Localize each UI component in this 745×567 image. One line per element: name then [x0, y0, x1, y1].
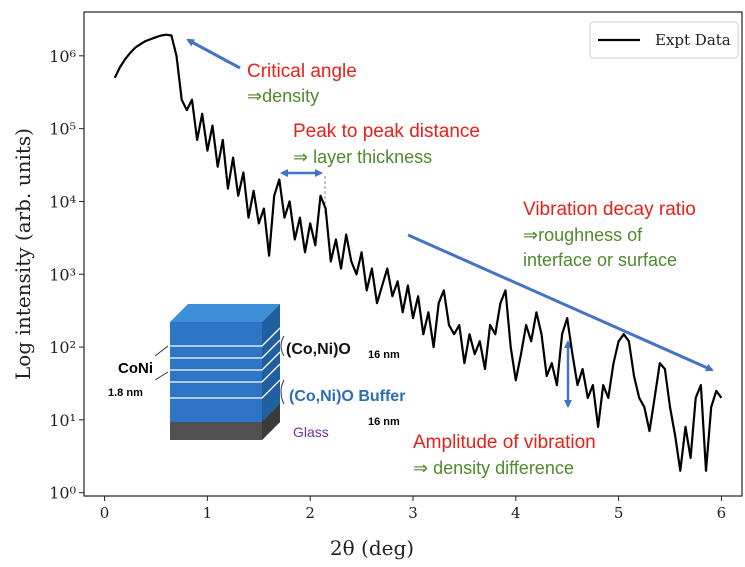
annotation: Amplitude of vibration	[413, 432, 596, 453]
inset-label: (Co,Ni)O Buffer	[289, 388, 405, 405]
x-tick-label: 3	[408, 504, 418, 522]
inset-label: CoNi	[118, 360, 153, 377]
x-tick-label: 1	[203, 504, 213, 522]
annotation: ⇒roughness of	[523, 225, 643, 245]
y-tick-label: 10¹	[49, 411, 76, 430]
annotation-arrows	[186, 38, 714, 408]
inset-label: Glass	[293, 424, 329, 440]
y-tick-label: 10⁴	[49, 192, 76, 211]
x-tick-label: 6	[717, 504, 727, 522]
y-tick-label: 10⁵	[49, 120, 76, 139]
x-tick-label: 4	[511, 504, 521, 522]
annotation: Critical angle	[247, 61, 357, 82]
annotation: ⇒density	[247, 86, 319, 106]
y-tick-label: 10²	[49, 338, 76, 357]
y-tick-label: 10⁶	[49, 47, 76, 66]
inset-label: (Co,Ni)O	[286, 341, 351, 358]
annotation: ⇒ layer thickness	[293, 147, 432, 167]
y-axis-label: Log intensity (arb. units)	[11, 128, 35, 380]
inset-label: 16 nm	[368, 349, 400, 361]
annotation: Vibration decay ratio	[523, 199, 696, 220]
inset-label: 16 nm	[368, 416, 400, 428]
inset-label: 1.8 nm	[108, 387, 143, 399]
data-line	[113, 33, 723, 472]
legend-label: Expt Data	[655, 31, 731, 49]
y-tick-label: 10⁰	[49, 484, 76, 503]
x-axis-label: 2θ (deg)	[330, 536, 414, 560]
x-tick-label: 5	[614, 504, 624, 522]
x-tick-label: 0	[100, 504, 110, 522]
annotation: interface or surface	[523, 250, 677, 270]
legend	[589, 21, 739, 59]
annotation: ⇒ density difference	[413, 458, 574, 478]
x-tick-label: 2	[305, 504, 315, 522]
annotation: Peak to peak distance	[293, 121, 480, 142]
layer-schematic	[154, 304, 285, 440]
y-tick-label: 10³	[49, 265, 76, 284]
